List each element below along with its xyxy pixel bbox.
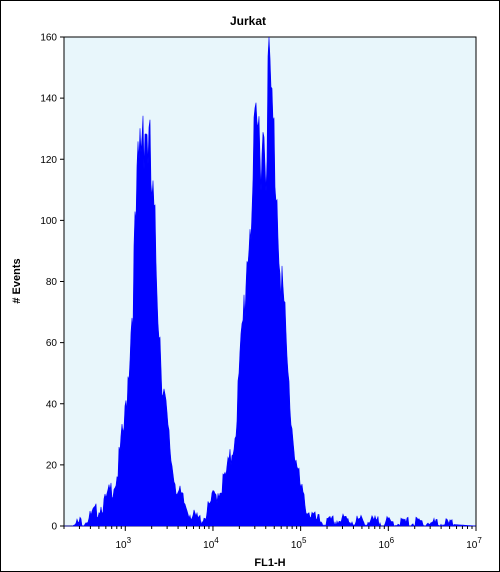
y-tick-label: 120 [40,155,57,166]
y-tick-label: 80 [46,277,58,288]
chart-title: Jurkat [230,14,266,28]
x-tick-exponent: 7 [477,536,482,545]
x-tick-label: 104 [203,536,219,551]
x-tick-base: 10 [379,540,391,551]
x-tick-base: 10 [466,540,478,551]
x-tick-label: 107 [466,536,482,551]
x-tick-base: 10 [291,540,303,551]
x-tick-label: 106 [379,536,395,551]
y-tick-label: 140 [40,94,57,105]
x-tick-label: 105 [291,536,307,551]
y-axis-label: # Events [11,258,23,303]
x-tick-exponent: 3 [127,536,132,545]
y-tick-label: 40 [46,399,58,410]
x-tick-base: 10 [203,540,215,551]
y-tick-label: 20 [46,460,58,471]
y-tick-label: 0 [51,522,57,533]
x-tick-exponent: 5 [302,536,307,545]
x-tick-exponent: 6 [390,536,395,545]
histogram-fill [64,36,477,527]
x-tick-exponent: 4 [214,536,219,545]
x-axis-label: FL1-H [254,557,285,569]
y-tick-label: 60 [46,338,58,349]
x-tick-label: 103 [115,536,131,551]
y-tick-label: 160 [40,33,57,44]
x-tick-base: 10 [115,540,127,551]
y-tick-label: 100 [40,216,57,227]
